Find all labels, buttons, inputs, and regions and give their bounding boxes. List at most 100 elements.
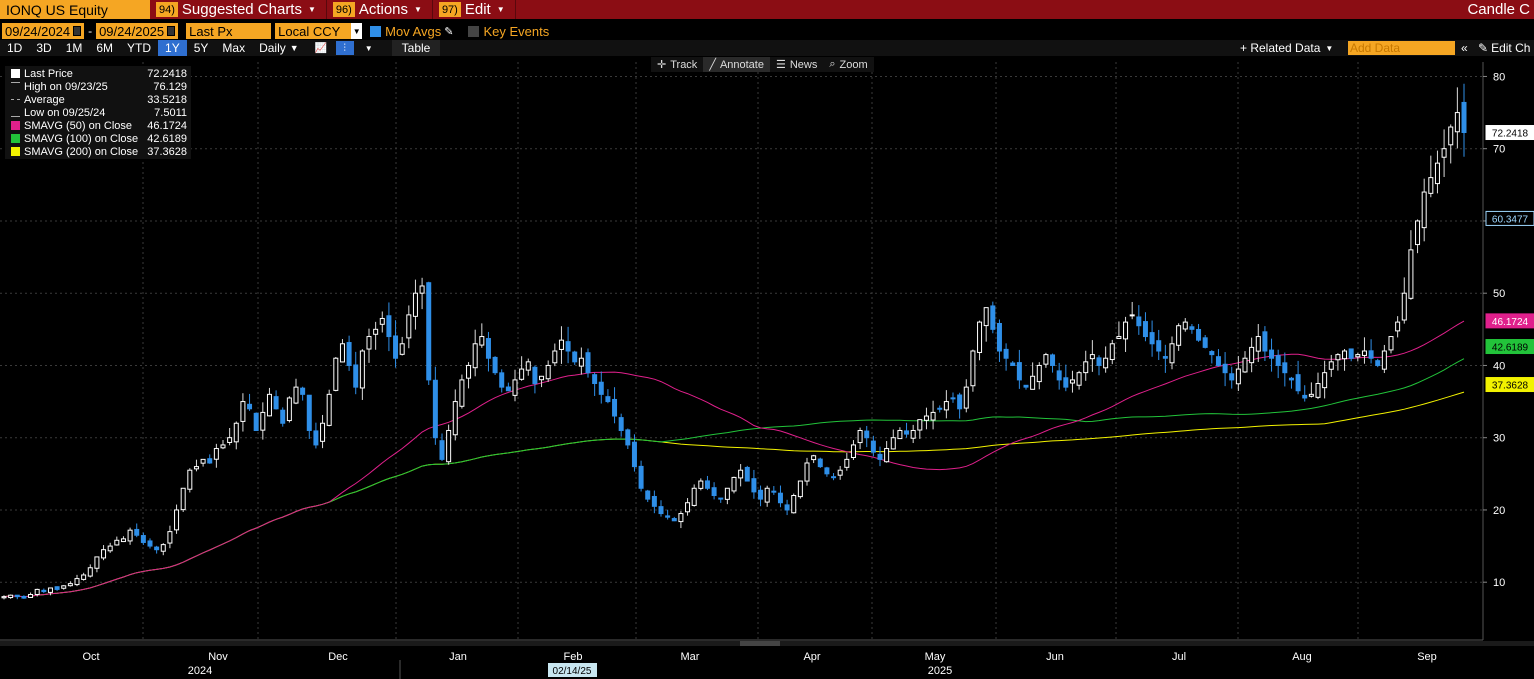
- candle-body: [738, 469, 744, 479]
- candle-body: [1089, 354, 1095, 360]
- legend-label: Low on 09/25/24: [24, 106, 106, 119]
- period-1m[interactable]: 1M: [65, 41, 83, 55]
- candle-body: [1408, 249, 1414, 299]
- legend-label: SMAVG (50) on Close: [24, 119, 133, 132]
- y-tick-label: 50: [1493, 288, 1505, 300]
- zoom-label: Zoom: [839, 58, 868, 71]
- candle-body: [253, 412, 259, 431]
- price-tag-label: 37.3628: [1492, 381, 1529, 392]
- candle-body: [612, 398, 618, 417]
- price-tag-bg: [1485, 339, 1534, 355]
- legend-swatch: [11, 147, 20, 156]
- start-date-value: 09/24/2024: [5, 23, 71, 39]
- candle-body: [1421, 191, 1427, 229]
- candle-body: [339, 343, 345, 363]
- candle-body: [193, 466, 199, 470]
- calendar-icon[interactable]: [73, 26, 82, 36]
- actions-menu[interactable]: 96) Actions ▼: [327, 0, 433, 19]
- legend-value: 7.5011: [154, 106, 187, 119]
- candle-body: [28, 593, 34, 598]
- candle-body: [154, 546, 160, 551]
- calendar-icon[interactable]: [167, 26, 176, 36]
- candle-body: [140, 535, 146, 543]
- ticker-field[interactable]: IONQ US Equity: [0, 0, 150, 19]
- candle-body: [910, 429, 916, 439]
- edit-chart-button[interactable]: ✎ Edit Ch: [1478, 40, 1530, 56]
- key-events-checkbox[interactable]: [467, 25, 479, 37]
- candle-body: [685, 502, 691, 513]
- candle-body: [1275, 355, 1281, 366]
- candle-body: [1395, 321, 1401, 332]
- candle-body: [884, 448, 890, 463]
- x-tick-label: Nov: [208, 651, 228, 663]
- chevron-down-icon[interactable]: ▼: [364, 43, 373, 53]
- candle-body: [665, 515, 671, 518]
- x-tick-label: Aug: [1292, 651, 1312, 663]
- candle-body: [519, 368, 525, 380]
- frequency-select[interactable]: Daily ▼: [252, 40, 306, 56]
- candle-body: [1249, 346, 1255, 364]
- period-1d[interactable]: 1D: [7, 41, 23, 55]
- related-data-button[interactable]: + Related Data ▼: [1240, 40, 1333, 56]
- candle-body: [147, 540, 153, 547]
- period-ytd[interactable]: YTD: [127, 41, 152, 55]
- news-label: News: [789, 58, 818, 71]
- candle-body: [1269, 349, 1275, 359]
- period-1y[interactable]: 1Y: [158, 40, 187, 56]
- candle-body: [1149, 332, 1155, 345]
- add-data-input[interactable]: Add Data: [1348, 41, 1455, 55]
- candle-body: [227, 437, 233, 443]
- chevron-down-icon[interactable]: ▼: [351, 23, 363, 39]
- period-toolbar: 1D 3D 1M 6M YTD 1Y 5Y Max Daily ▼ 📈 ⫶ ▼ …: [0, 40, 1534, 56]
- candle-body: [412, 292, 418, 317]
- candle-body: [1388, 336, 1394, 351]
- period-max[interactable]: Max: [222, 41, 246, 55]
- period-6m[interactable]: 6M: [96, 41, 114, 55]
- candle-body: [1415, 220, 1421, 246]
- candle-body: [864, 430, 870, 439]
- legend-value: 72.2418: [147, 67, 187, 80]
- related-data-label: + Related Data: [1240, 41, 1321, 55]
- date-cursor-label-bg: [548, 663, 597, 677]
- suggested-charts-menu[interactable]: 94) Suggested Charts ▼: [150, 0, 327, 19]
- candle-body: [870, 440, 876, 453]
- candle-body: [313, 430, 319, 446]
- candle-body: [1023, 384, 1029, 388]
- period-3d[interactable]: 3D: [36, 41, 52, 55]
- price-field-select[interactable]: Last Px: [186, 23, 272, 39]
- candle-body: [817, 458, 823, 468]
- candle-body: [764, 487, 770, 503]
- currency-select[interactable]: Local CCY: [275, 23, 352, 39]
- end-date-field[interactable]: 09/24/2025: [96, 23, 179, 39]
- line-chart-icon[interactable]: 📈: [314, 42, 327, 54]
- candle-body: [466, 364, 472, 379]
- mov-avgs-checkbox[interactable]: [370, 25, 382, 37]
- candle-body: [326, 393, 332, 426]
- annotate-tool[interactable]: ╱ Annotate: [703, 57, 770, 72]
- candle-body: [572, 351, 578, 363]
- start-date-field[interactable]: 09/24/2024: [2, 23, 85, 39]
- candle-body: [1255, 336, 1261, 352]
- candle-body: [432, 379, 438, 439]
- x-tick-label: Apr: [803, 651, 820, 663]
- period-5y[interactable]: 5Y: [193, 41, 209, 55]
- candle-body: [525, 361, 531, 371]
- candle-body: [353, 364, 359, 388]
- table-button[interactable]: Table: [391, 40, 441, 56]
- candle-body: [1222, 363, 1228, 374]
- candle-chart-icon[interactable]: ⫶: [335, 41, 354, 55]
- zoom-tool[interactable]: ⌕ Zoom: [823, 57, 873, 72]
- candle-body: [698, 480, 704, 489]
- edit-menu[interactable]: 97) Edit ▼: [433, 0, 516, 19]
- track-tool[interactable]: ✛ Track: [651, 57, 703, 72]
- menu-number: 97): [438, 2, 461, 17]
- candle-body: [1169, 343, 1175, 364]
- crosshair-icon: ✛: [657, 59, 667, 71]
- candle-body: [180, 487, 186, 511]
- collapse-icon[interactable]: «: [1461, 41, 1468, 55]
- candle-body: [459, 379, 465, 407]
- pencil-icon[interactable]: ✎: [444, 25, 454, 38]
- news-tool[interactable]: ☰ News: [770, 57, 823, 72]
- candle-body: [950, 397, 956, 400]
